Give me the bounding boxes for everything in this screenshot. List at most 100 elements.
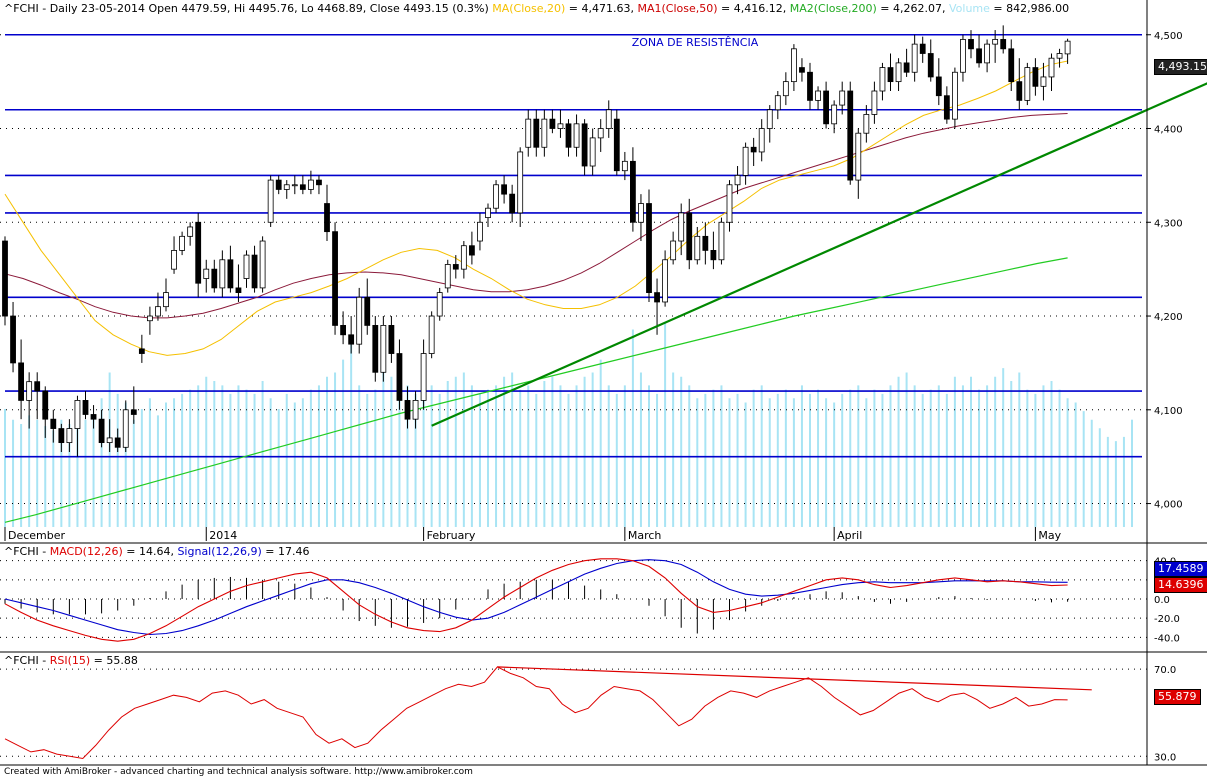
candle-bull <box>678 212 685 242</box>
candle-bear <box>581 123 588 167</box>
candle-bear <box>211 268 218 289</box>
footer-credit: Created with AmiBroker - advanced charti… <box>4 767 473 777</box>
macd-last-box: 14.6396 <box>1154 577 1207 593</box>
y-tick-label: 4,300 <box>1154 218 1183 229</box>
candle-bull <box>718 221 725 261</box>
candle-bull <box>638 203 644 223</box>
candle-bull <box>291 184 298 187</box>
candle-bull <box>259 240 266 289</box>
candle-bear <box>90 414 97 420</box>
ma50-value: = 4,416.12, <box>717 2 790 15</box>
price-header: ^FCHI - Daily 23-05-2014 Open 4479.59, H… <box>4 2 1069 15</box>
rsi-label: RSI(15) <box>49 654 91 667</box>
candle-bear <box>654 292 660 303</box>
candle-bull <box>766 109 773 129</box>
candle-bear <box>114 437 121 448</box>
candle-bear <box>686 212 693 261</box>
symbol-line: ^FCHI - Daily 23-05-2014 Open 4479.59, H… <box>4 2 489 15</box>
candle-bear <box>630 160 636 223</box>
candle-bull <box>605 109 612 129</box>
candle-bull <box>187 226 194 237</box>
candle-bear <box>509 193 516 214</box>
candle-bear <box>340 325 347 336</box>
candle-bull <box>66 428 73 444</box>
y-tick-label: 30.0 <box>1154 752 1176 763</box>
candle-bear <box>903 62 910 73</box>
candle-bull <box>485 207 491 218</box>
candle-bull <box>662 259 668 303</box>
candle-bear <box>348 334 355 345</box>
candle-bear <box>565 123 572 148</box>
candle-bull <box>460 245 467 270</box>
candle-bull <box>694 235 701 261</box>
candle-bull <box>493 184 499 209</box>
ma50-line <box>4 113 1068 319</box>
candle-bear <box>710 250 717 261</box>
signal-label: Signal(12,26,9) <box>177 545 262 558</box>
y-tick-label: 4,100 <box>1154 406 1183 417</box>
candle-bull <box>742 146 749 176</box>
candle-bull <box>791 48 797 83</box>
candle-bull <box>774 95 781 111</box>
candle-bear <box>2 240 8 317</box>
candle-bull <box>517 151 524 214</box>
candle-bear <box>388 325 395 354</box>
candle-bear <box>404 400 411 420</box>
candle-bear <box>299 184 306 190</box>
candle-bear <box>1000 39 1007 50</box>
y-tick-label: 4,500 <box>1154 31 1183 42</box>
candle-bull <box>267 179 274 223</box>
candle-bear <box>42 390 49 420</box>
candle-bull <box>428 315 435 354</box>
candle-bull <box>734 174 741 186</box>
candle-bull <box>356 296 363 345</box>
rsi-pane: 70.0 30.0 <box>0 665 1176 763</box>
candle-bear <box>324 203 330 233</box>
candle-bull <box>952 71 958 120</box>
candle-bull <box>436 292 443 317</box>
candle-bull <box>1056 53 1063 59</box>
candle-bull <box>444 264 451 289</box>
y-tick-label: 0.0 <box>1154 595 1170 606</box>
candle-bull <box>525 118 532 148</box>
candle-bear <box>1032 67 1039 87</box>
candle-bear <box>887 67 894 83</box>
candle-bear <box>750 146 757 153</box>
y-tick-label: -40.0 <box>1154 633 1180 644</box>
candle-bear <box>138 348 145 354</box>
candle-bear <box>927 53 934 78</box>
rsi-value: = 55.88 <box>90 654 138 667</box>
candle-bull <box>1040 76 1047 87</box>
candle-bear <box>943 95 950 120</box>
candle-bull <box>984 43 990 64</box>
volume-value: = 842,986.00 <box>989 2 1070 15</box>
candle-bear <box>98 418 105 444</box>
candle-bear <box>549 118 556 129</box>
volume-label: Volume <box>949 2 990 15</box>
macd-header: ^FCHI - MACD(12,26) = 14.64, Signal(12,2… <box>4 545 310 558</box>
rsi-last-box: 55.879 <box>1154 689 1201 705</box>
price-pane: 4,000 4,100 4,200 4,300 4,400 4,500 December 20… <box>0 25 1207 542</box>
macd-line <box>4 558 1068 642</box>
ma200-label: MA2(Close,200) <box>789 2 877 15</box>
candle-bear <box>935 76 942 97</box>
candle-bear <box>10 315 16 364</box>
candle-bear <box>130 409 137 415</box>
candle-bull <box>26 381 33 401</box>
y-tick-label: 70.0 <box>1154 665 1176 676</box>
candle-bull <box>179 235 186 251</box>
candle-bull <box>670 240 677 261</box>
candle-bear <box>396 353 403 401</box>
candle-bear <box>251 254 258 289</box>
macd-value: = 14.64, <box>122 545 178 558</box>
candle-bear <box>332 231 338 326</box>
candle-bull <box>477 221 483 242</box>
candle-bear <box>1016 81 1023 101</box>
candle-bull <box>380 325 387 373</box>
signal-line <box>4 559 1068 636</box>
candle-bear <box>50 418 57 429</box>
candle-bear <box>799 67 805 73</box>
candle-bear <box>364 296 371 326</box>
candle-bull <box>992 39 999 45</box>
